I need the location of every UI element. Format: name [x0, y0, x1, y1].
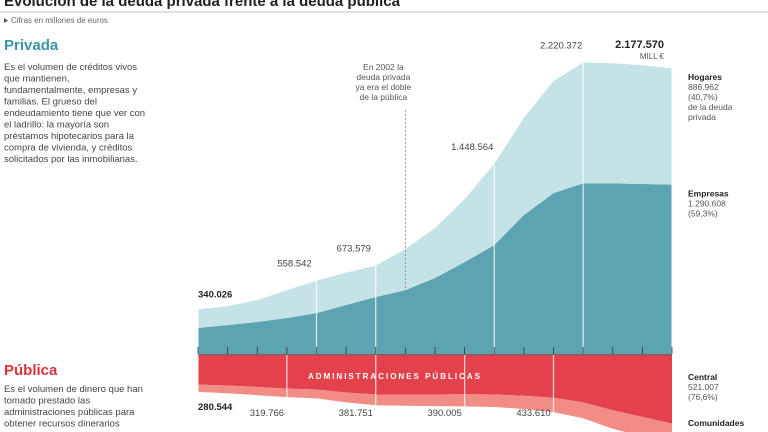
series-value: 521.007	[688, 382, 719, 392]
description-line: préstamos hipotecarios para la	[4, 131, 135, 142]
series-name: Empresas	[688, 189, 729, 199]
description-line: administraciones públicas para	[4, 407, 135, 418]
description-line: Es el volumen de dinero que han	[4, 384, 143, 395]
description-line: obtener recursos dinerarios	[4, 419, 120, 430]
series-name: Comunidades	[688, 418, 744, 428]
area	[198, 62, 672, 328]
total-label: 433.610	[516, 408, 550, 419]
total-unit: MILL €	[640, 52, 665, 61]
annotation-line: deuda privada	[356, 72, 410, 82]
total-label: 319.766	[250, 408, 284, 419]
description-line: tomado prestado las	[4, 396, 90, 407]
annotation-line: En 2002 la	[363, 62, 404, 72]
description-line: el ladrillo: la mayoría son	[4, 120, 109, 131]
description-line: fundamentalmente, empresas y	[4, 85, 137, 96]
band-label: ADMINISTRACIONES PÚBLICAS	[308, 372, 482, 381]
series-share: (40,7%)	[688, 92, 718, 102]
series-share: (59,3%)	[688, 209, 718, 219]
series-value: 886.962	[688, 82, 719, 92]
series-note: de la deuda	[688, 102, 733, 112]
total-label: 390.005	[427, 408, 461, 419]
area	[198, 183, 672, 354]
total-label: 280.544	[198, 402, 233, 413]
section-heading: Privada	[4, 37, 59, 54]
annotation-line: de la pública	[360, 92, 408, 102]
total-label: 340.026	[198, 289, 232, 300]
series-name: Central	[688, 372, 717, 382]
total-label: 673.579	[337, 244, 371, 255]
series-note: privada	[688, 112, 716, 122]
description-line: solicitados por las inmobiliarias.	[4, 154, 138, 165]
description-line: que mantienen,	[4, 74, 70, 85]
series-value: 1.290.608	[688, 199, 726, 209]
total-label: 1.448.564	[451, 142, 493, 153]
total-label: 381.751	[339, 408, 373, 419]
bullet	[4, 18, 8, 23]
subtitle: Cifras en millones de euros	[11, 16, 108, 25]
area	[198, 384, 672, 432]
total-label: 2.177.570	[615, 39, 664, 51]
title: Evolución de la deuda privada frente a l…	[4, 0, 401, 10]
section-heading: Pública	[4, 362, 58, 379]
description-line: familias. El grueso del	[4, 97, 97, 108]
description-line: endeudamiento tiene que ver con	[4, 108, 145, 119]
series-name: Hogares	[688, 72, 722, 82]
annotation-line: ya era el doble	[355, 82, 411, 92]
description-line: compra de vivienda, y créditos	[4, 143, 133, 154]
series-share: (76,6%)	[688, 392, 718, 402]
total-label: 558.542	[277, 259, 311, 270]
total-label: 2.220.372	[540, 41, 582, 52]
description-line: Es el volumen de créditos vivos	[4, 62, 137, 73]
